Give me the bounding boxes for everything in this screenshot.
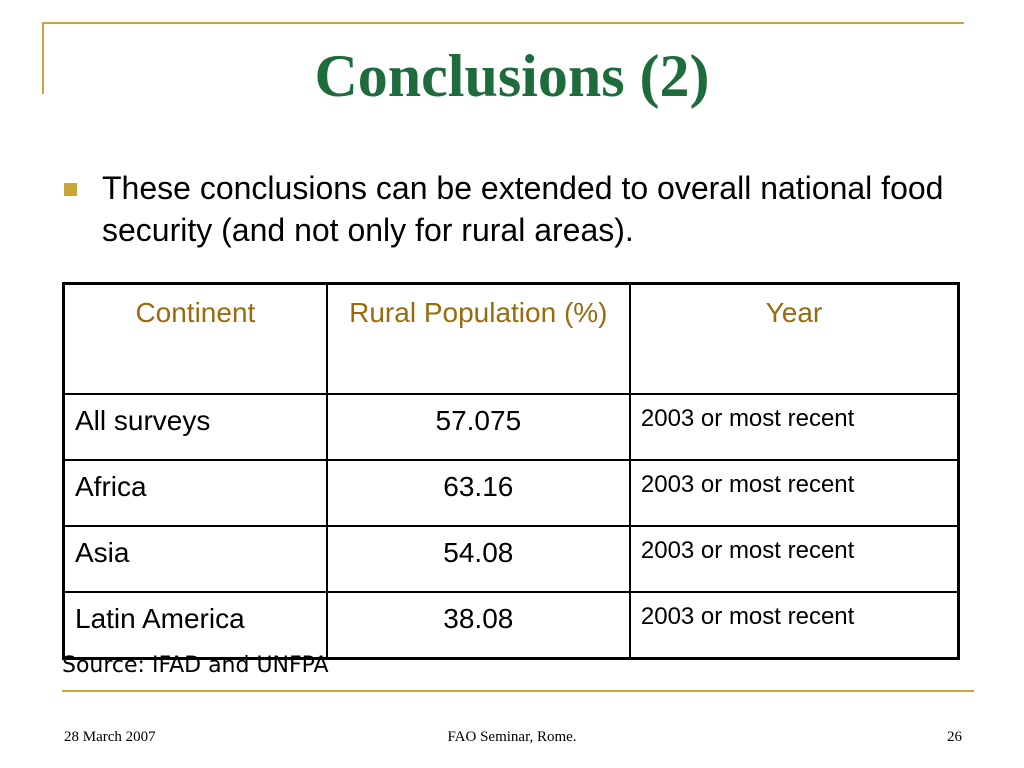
- square-bullet-icon: [64, 183, 77, 196]
- table-row: Asia 54.08 2003 or most recent: [62, 525, 960, 593]
- footer-event: FAO Seminar, Rome.: [447, 729, 577, 745]
- cell-rural-population: 38.08: [325, 591, 631, 660]
- cell-year: 2003 or most recent: [628, 393, 960, 461]
- cell-year: 2003 or most recent: [628, 525, 960, 593]
- table-row: Latin America 38.08 2003 or most recent: [62, 591, 960, 660]
- page-number: 26: [947, 729, 962, 745]
- table-row: Africa 63.16 2003 or most recent: [62, 459, 960, 527]
- table-row: All surveys 57.075 2003 or most recent: [62, 393, 960, 461]
- footer-date: 28 March 2007: [64, 729, 156, 745]
- header-year: Year: [628, 282, 960, 395]
- bullet-text: These conclusions can be extended to ove…: [102, 170, 944, 248]
- cell-continent: Latin America: [62, 591, 328, 660]
- table-header-row: Continent Rural Population (%) Year: [62, 282, 960, 395]
- source-note: Source: IFAD and UNFPA: [62, 653, 329, 678]
- cell-continent: Africa: [62, 459, 328, 527]
- frame-left-line: [42, 22, 44, 94]
- header-rural-population: Rural Population (%): [325, 282, 631, 395]
- cell-rural-population: 57.075: [325, 393, 631, 461]
- cell-year: 2003 or most recent: [628, 459, 960, 527]
- footer-divider-line: [62, 690, 974, 692]
- cell-continent: Asia: [62, 525, 328, 593]
- cell-continent: All surveys: [62, 393, 328, 461]
- frame-top-line: [42, 22, 964, 24]
- rural-population-table: Continent Rural Population (%) Year All …: [62, 282, 960, 660]
- cell-year: 2003 or most recent: [628, 591, 960, 660]
- cell-rural-population: 63.16: [325, 459, 631, 527]
- cell-rural-population: 54.08: [325, 525, 631, 593]
- header-continent: Continent: [62, 282, 328, 395]
- slide-title: Conclusions (2): [314, 43, 710, 109]
